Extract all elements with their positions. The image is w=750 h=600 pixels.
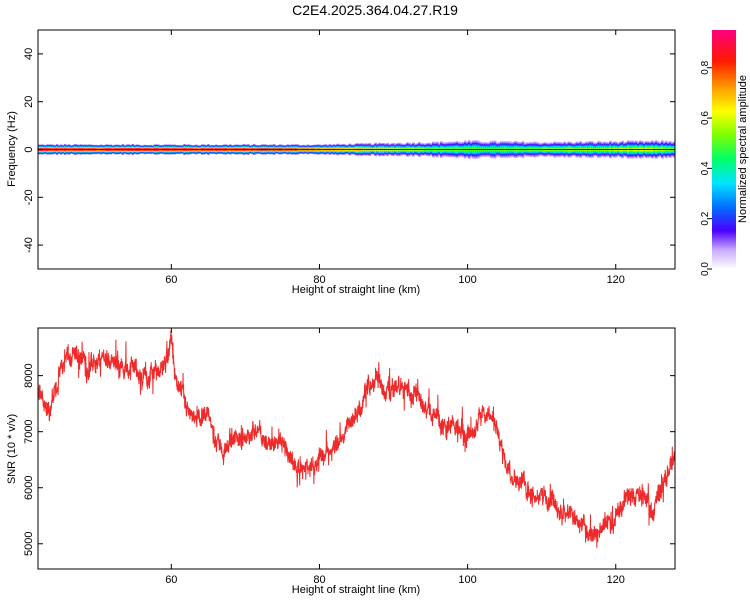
- snr-panel: 60 80 100 120 8000 7000 6000 5000 Height of str…: [6, 327, 676, 596]
- x-tick-label: 100: [458, 274, 476, 286]
- snr-x-label: Height of straight line (km): [292, 584, 420, 596]
- chart-title: C2E4.2025.364.04.27.R19: [292, 2, 458, 18]
- colorbar-gradient: [712, 30, 736, 269]
- y-tick-label: -40: [23, 237, 35, 253]
- x-tick-label: 120: [607, 574, 625, 586]
- y-tick-label: 0: [23, 146, 35, 152]
- colorbar-tick-label: 0.2: [700, 211, 711, 225]
- colorbar-tick-label: 0.6: [700, 111, 711, 125]
- colorbar-ticks: 0.0 0.2 0.4 0.6 0.8: [700, 60, 712, 276]
- y-tick-label: 6000: [23, 475, 35, 499]
- x-tick-label: 80: [313, 574, 325, 586]
- snr-ticks: 60 80 100 120 8000 7000 6000 5000: [23, 328, 675, 586]
- snr-series-line: [38, 330, 675, 548]
- colorbar-tick-label: 0.8: [700, 60, 711, 74]
- x-tick-label: 60: [165, 574, 177, 586]
- spectrogram-heatmap: [38, 139, 675, 160]
- colorbar-label: Normalized spectral amplitude: [737, 75, 749, 223]
- spectrogram-panel: 60 80 100 120 40 20 0 -20 -40 Height of straight…: [6, 29, 676, 296]
- snr-y-label: SNR (10 * v/v): [6, 414, 18, 484]
- x-tick-label: 120: [607, 274, 625, 286]
- y-tick-label: 7000: [23, 419, 35, 443]
- y-tick-label: 20: [23, 96, 35, 108]
- spectrogram-y-label: Frequency (Hz): [6, 111, 18, 187]
- x-tick-label: 80: [313, 274, 325, 286]
- snr-line-group: [38, 330, 675, 548]
- snr-frame: [37, 327, 676, 570]
- x-tick-label: 100: [458, 574, 476, 586]
- colorbar: 0.0 0.2 0.4 0.6 0.8 Normalized spectral ampl…: [700, 30, 749, 276]
- spectrogram-x-label: Height of straight line (km): [292, 284, 420, 296]
- spectrogram-ticks: 60 80 100 120 40 20 0 -20 -40: [23, 30, 675, 286]
- x-tick-label: 60: [165, 274, 177, 286]
- colorbar-tick-label: 0.0: [700, 262, 711, 276]
- colorbar-tick-label: 0.4: [700, 161, 711, 175]
- y-tick-label: 40: [23, 48, 35, 60]
- y-tick-label: 8000: [23, 363, 35, 387]
- y-tick-label: 5000: [23, 532, 35, 556]
- y-tick-label: -20: [23, 189, 35, 205]
